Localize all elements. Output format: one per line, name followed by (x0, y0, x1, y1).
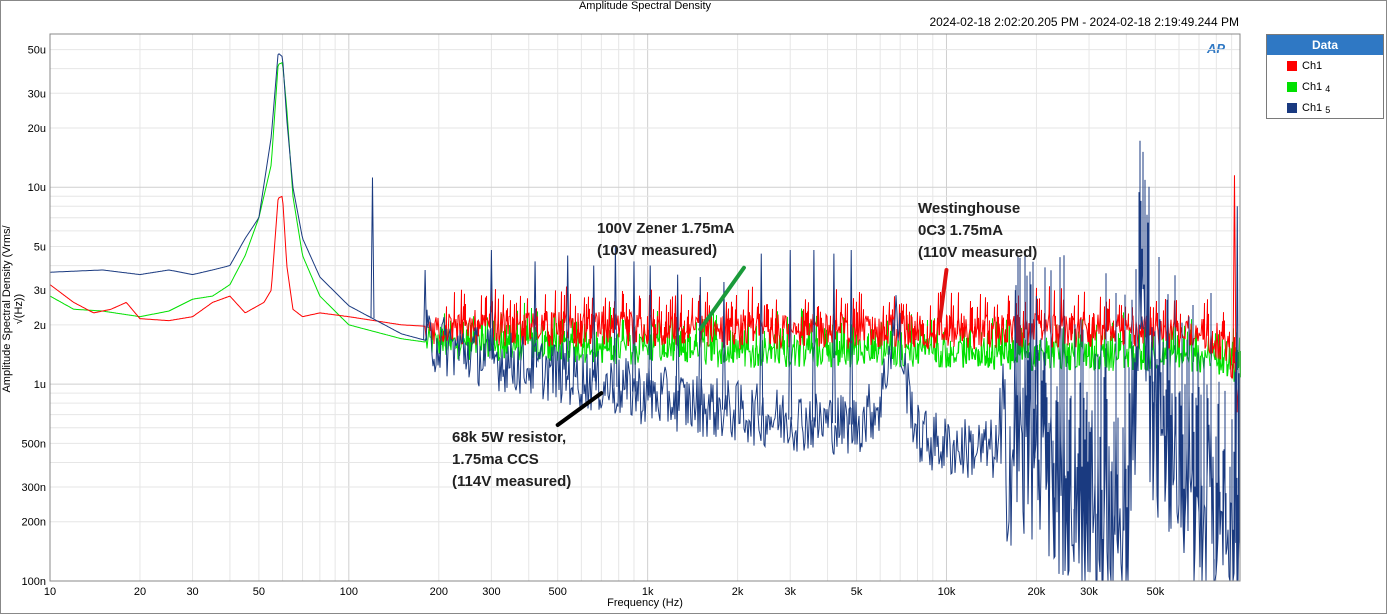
annotation-arrow-2 (555, 391, 604, 427)
legend-swatch-ch1 (1287, 60, 1297, 71)
x-tick-label: 2k (732, 586, 744, 598)
x-tick-label: 50 (253, 586, 265, 598)
spectral-spike (613, 246, 618, 387)
legend-swatch-ch1-5 (1287, 102, 1297, 113)
chart-title: Amplitude Spectral Density (578, 0, 712, 12)
annotation-resistor: 68k 5W resistor, 1.75ma CCS (114V measur… (452, 429, 572, 490)
series-line-ch1-4 (49, 61, 1241, 382)
spectral-spike (759, 253, 764, 416)
spectral-spike (849, 249, 854, 425)
spectral-spike (721, 282, 726, 410)
grid-lines (49, 33, 1240, 582)
spectral-spike (811, 249, 816, 422)
legend-item[interactable]: Ch1 5 (1267, 97, 1383, 118)
legend-item[interactable]: Ch1 4 (1267, 76, 1383, 97)
spectral-spike (698, 276, 703, 406)
y-tick-label: 2u (34, 320, 46, 332)
annotation-arrow-1 (937, 267, 949, 323)
x-tick-label: 5k (851, 586, 863, 598)
annotation-arrows (555, 265, 949, 427)
legend: Data Ch1 Ch1 4 Ch1 5 (1266, 34, 1384, 119)
series-line-ch1 (49, 195, 1241, 439)
spectral-spike (423, 269, 428, 341)
y-tick-label: 300n (22, 482, 46, 494)
annotation-arrow-0 (698, 265, 746, 332)
x-tick-label: 100 (340, 586, 358, 598)
x-tick-label: 20k (1028, 586, 1046, 598)
chart-timestamp: 2024-02-18 2:02:20.205 PM - 2024-02-18 2… (929, 15, 1239, 29)
legend-label: Ch1 (1302, 59, 1323, 72)
y-tick-labels: 100n 200n 300n 500n 1u 2u 3u 5u 10u 20u 30u 50u (22, 45, 46, 588)
x-tick-label: 10k (938, 586, 956, 598)
y-tick-label: 200n (22, 517, 46, 529)
spectral-spike (1232, 175, 1237, 369)
annotation-westinghouse: Westinghouse 0C3 1.75mA (110V measured) (918, 200, 1038, 261)
series-layer (49, 53, 1241, 582)
y-tick-label: 5u (34, 241, 46, 253)
x-tick-label: 3k (784, 586, 796, 598)
spectral-spike (631, 261, 636, 392)
spectral-spike (1013, 290, 1018, 454)
y-tick-label: 100n (22, 576, 46, 588)
x-tick-label: 30k (1080, 586, 1098, 598)
y-tick-label: 3u (34, 285, 46, 297)
x-tick-label: 20 (134, 586, 146, 598)
spectral-spike (675, 274, 680, 401)
x-tick-label: 30 (186, 586, 198, 598)
y-tick-label: 50u (28, 45, 46, 57)
spectral-spike (1235, 206, 1240, 543)
spectral-spike (648, 265, 653, 396)
y-tick-label: 500n (22, 438, 46, 450)
y-tick-label: 30u (28, 88, 46, 100)
legend-label: Ch1 (1302, 101, 1323, 114)
spectral-spike (1139, 316, 1144, 330)
spectral-spike (565, 255, 570, 375)
x-tick-label: 1k (642, 586, 654, 598)
spectral-spike (788, 249, 793, 420)
spectral-spike (591, 265, 596, 382)
series-line-ch1-5 (50, 53, 1241, 582)
x-tick-label: 300 (482, 586, 500, 598)
spectral-spike (1034, 296, 1039, 459)
y-axis-label: Amplitude Spectral Density (Vrms/√(Hz)) (1, 225, 25, 393)
x-tick-label: 50k (1146, 586, 1164, 598)
spectral-spike (831, 253, 836, 424)
annotation-zener: 100V Zener 1.75mA (103V measured) (597, 220, 735, 259)
x-tick-label: 500 (549, 586, 567, 598)
x-tick-label: 200 (430, 586, 448, 598)
x-axis-label: Frequency (Hz) (607, 597, 683, 609)
legend-label: Ch1 (1302, 80, 1323, 93)
plot-border (49, 33, 1241, 582)
spectral-spike (370, 177, 375, 319)
legend-title: Data (1267, 35, 1383, 55)
legend-label-suffix: 5 (1325, 104, 1331, 115)
legend-label-suffix: 4 (1325, 83, 1331, 94)
spectral-spike (533, 261, 538, 368)
y-tick-label: 20u (28, 123, 46, 135)
x-tick-labels: 10 20 30 50 100 200 300 500 1k 2k 3k 5k 10k 20k 30k 50k (44, 586, 1165, 598)
y-tick-label: 1u (34, 379, 46, 391)
legend-item[interactable]: Ch1 (1267, 55, 1383, 76)
x-tick-label: 10 (44, 586, 56, 598)
spectral-spike (489, 249, 494, 359)
legend-swatch-ch1-4 (1287, 81, 1297, 92)
y-tick-label: 10u (28, 182, 46, 194)
